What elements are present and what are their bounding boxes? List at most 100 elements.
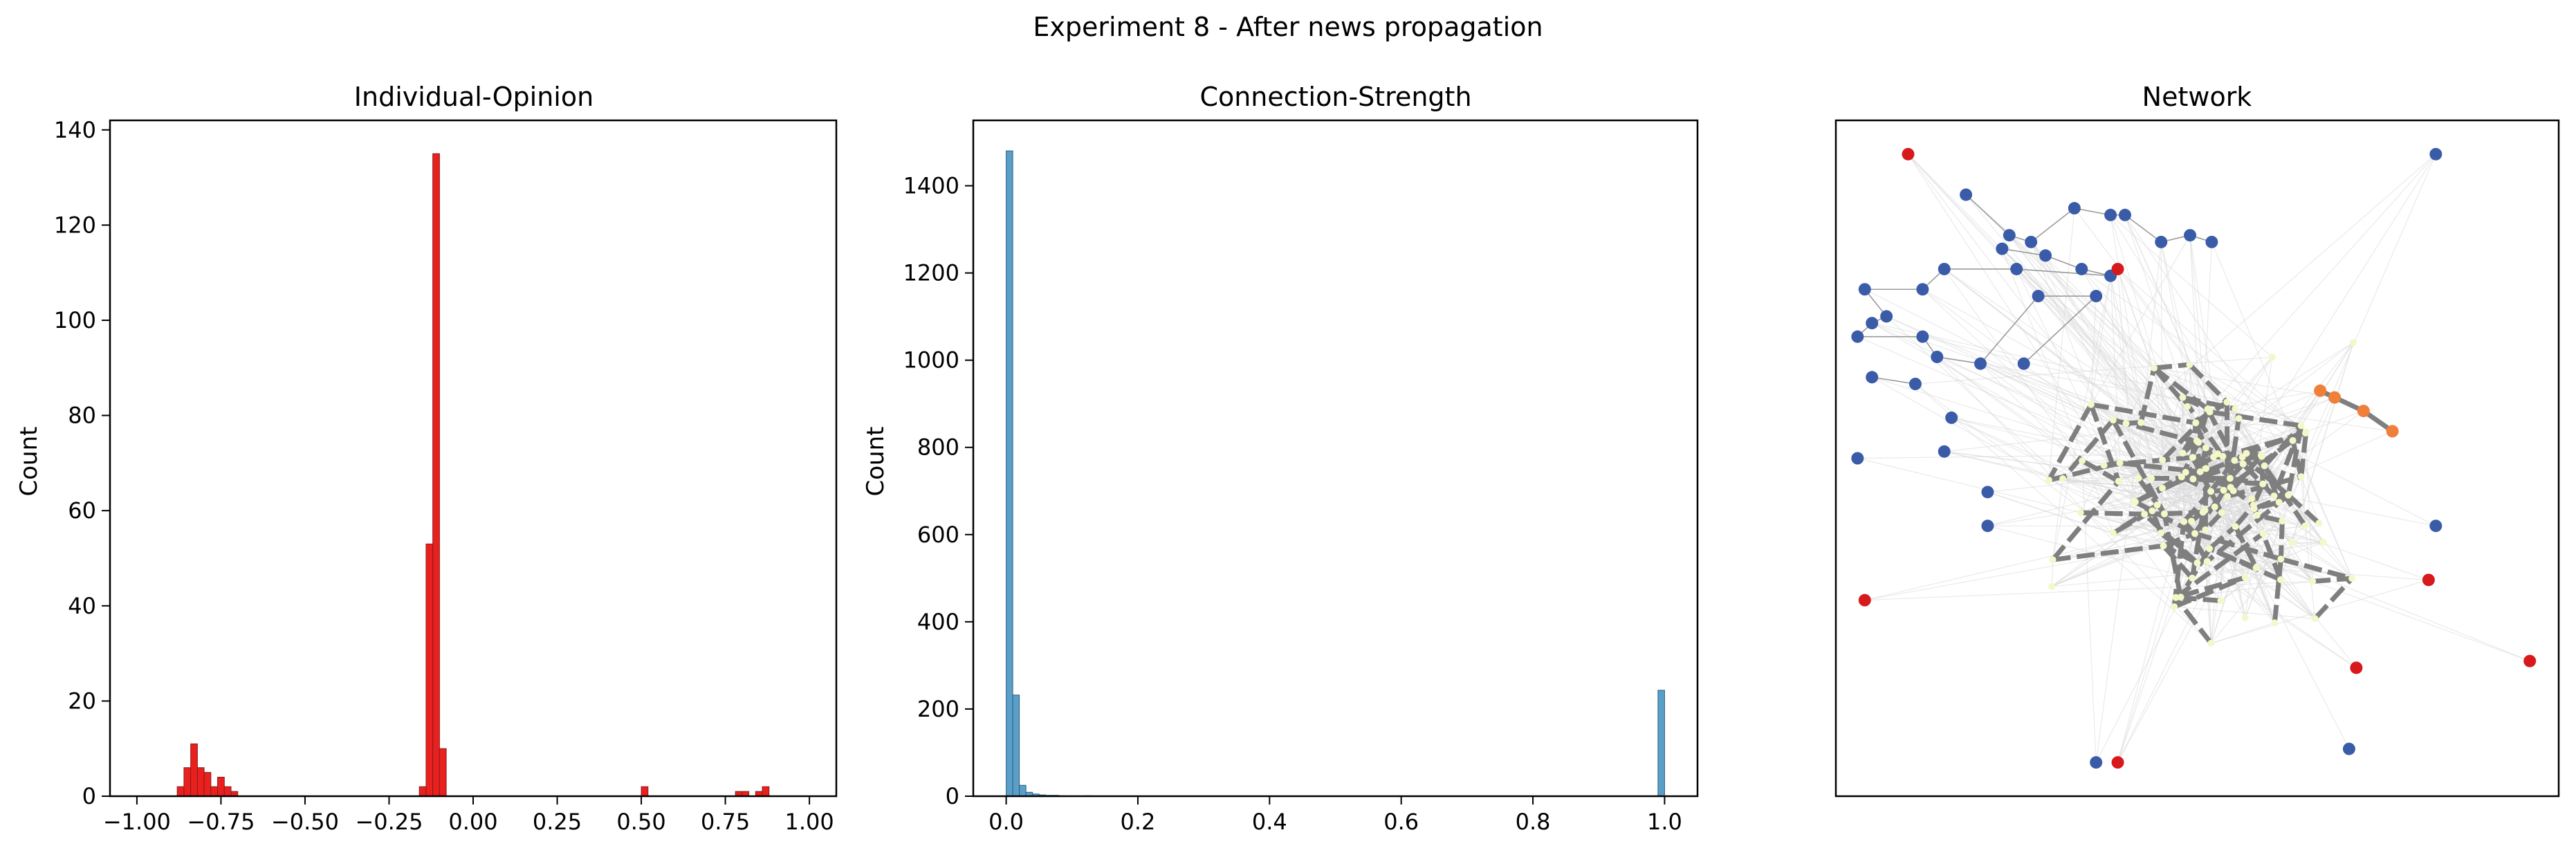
network-node — [2277, 576, 2285, 583]
network-node — [2203, 558, 2211, 565]
network-node — [2195, 439, 2202, 446]
network-node — [2077, 509, 2084, 517]
network-strong-edge — [2180, 475, 2212, 494]
network-node — [2232, 405, 2239, 412]
network-link — [2023, 295, 2097, 365]
network-node — [2309, 578, 2317, 585]
network-strong-edge — [2194, 531, 2282, 562]
network-strong-edge — [2164, 509, 2203, 517]
network-node — [1880, 310, 1893, 323]
opinion-ytick-label: 140 — [54, 117, 96, 143]
network-strong-edge — [2161, 454, 2243, 491]
network-strong-edge — [2241, 455, 2290, 497]
network-node — [2159, 484, 2166, 492]
network-node — [2116, 459, 2124, 467]
network-strong-edge — [2189, 511, 2206, 579]
network-node — [2178, 473, 2185, 481]
network-node — [2189, 454, 2196, 461]
network-node — [2223, 493, 2231, 500]
network-strong-edge — [2162, 513, 2183, 598]
network-strong-edge — [2258, 454, 2265, 484]
network-node — [2087, 401, 2095, 408]
network-weak-edge — [2221, 513, 2246, 618]
network-node — [1866, 371, 1879, 384]
strength-ytick-label: 800 — [917, 434, 959, 461]
network-node — [2171, 603, 2178, 611]
opinion-bar — [432, 153, 440, 797]
network-node — [2155, 235, 2168, 248]
network-node — [2350, 661, 2363, 674]
opinion-ytick-label: 120 — [54, 212, 96, 238]
network-weak-edge — [2182, 452, 2263, 485]
network-node — [2301, 522, 2309, 530]
opinion-bar — [217, 776, 225, 797]
network-node — [2277, 555, 2285, 563]
strength-bar — [1006, 150, 1013, 797]
network-weak-edge — [2209, 548, 2275, 623]
network-weak-edge — [2305, 433, 2313, 582]
network-node — [2179, 394, 2187, 401]
network-strong-edge — [2205, 493, 2290, 564]
network-node — [2100, 461, 2108, 469]
network-strong-edge — [2171, 521, 2187, 607]
network-strong-edge — [2241, 462, 2276, 498]
network-strong-edge — [2134, 475, 2183, 504]
network-weak-edge — [2196, 342, 2354, 441]
network-weak-edge — [2117, 268, 2306, 434]
opinion-bar — [641, 786, 649, 797]
opinion-ytick-label: 80 — [68, 403, 96, 429]
network-node — [2248, 495, 2256, 502]
network-weak-edge — [1864, 545, 2164, 601]
network-node — [2090, 290, 2103, 303]
network-node — [1916, 283, 1929, 296]
network-strong-edge — [2050, 479, 2121, 562]
network-strong-edge — [2299, 431, 2309, 477]
network-strong-edge — [2286, 493, 2321, 525]
network-node — [1945, 411, 1958, 424]
network-node — [2191, 530, 2199, 537]
network-weak-edge — [1886, 315, 2214, 458]
network-weak-edge — [2081, 461, 2097, 763]
network-weak-edge — [2090, 275, 2111, 405]
network-weak-edge — [2110, 275, 2165, 514]
network-strong-edge — [2119, 460, 2201, 475]
network-weak-edge — [2221, 342, 2354, 513]
network-node — [2109, 529, 2117, 537]
opinion-bar — [203, 772, 212, 797]
network-node — [2328, 391, 2342, 404]
network-strong-edge — [2253, 493, 2290, 511]
network-link — [1965, 194, 2010, 236]
network-strong-edge — [2136, 477, 2166, 515]
network-node — [2025, 235, 2038, 248]
network-strong-edge — [2209, 410, 2302, 428]
network-strong-edge — [2153, 362, 2190, 371]
network-weak-edge — [2235, 408, 2393, 432]
network-strong-edge — [2222, 430, 2306, 459]
network-link — [1872, 376, 1916, 385]
network-weak-edge — [2030, 241, 2198, 564]
opinion-bar — [418, 786, 427, 797]
strength-ytick-label: 1200 — [903, 260, 959, 286]
network-strong-edge — [2272, 558, 2283, 623]
network-node — [2275, 499, 2283, 506]
network-node — [2297, 473, 2305, 481]
network-weak-edge — [2081, 268, 2201, 472]
opinion-ytick-label: 0 — [82, 783, 96, 809]
network-node — [1908, 378, 1922, 391]
strength-bar — [1012, 695, 1020, 797]
network-node — [2253, 511, 2261, 519]
network-node — [2219, 452, 2227, 460]
opinion-bar — [425, 543, 434, 797]
network-strong-edge — [2052, 543, 2164, 562]
network-weak-edge — [2095, 422, 2142, 763]
network-node — [2342, 742, 2355, 755]
network-node — [2285, 491, 2292, 499]
network-node — [2429, 520, 2442, 533]
strength-histogram-ylabel: Count — [862, 427, 890, 497]
network-node — [2429, 147, 2442, 160]
network-node — [2204, 405, 2211, 413]
network-node — [1858, 283, 1871, 296]
network-node — [2250, 502, 2257, 509]
strength-ytick-label: 1000 — [903, 347, 959, 374]
network-node — [2202, 465, 2210, 472]
